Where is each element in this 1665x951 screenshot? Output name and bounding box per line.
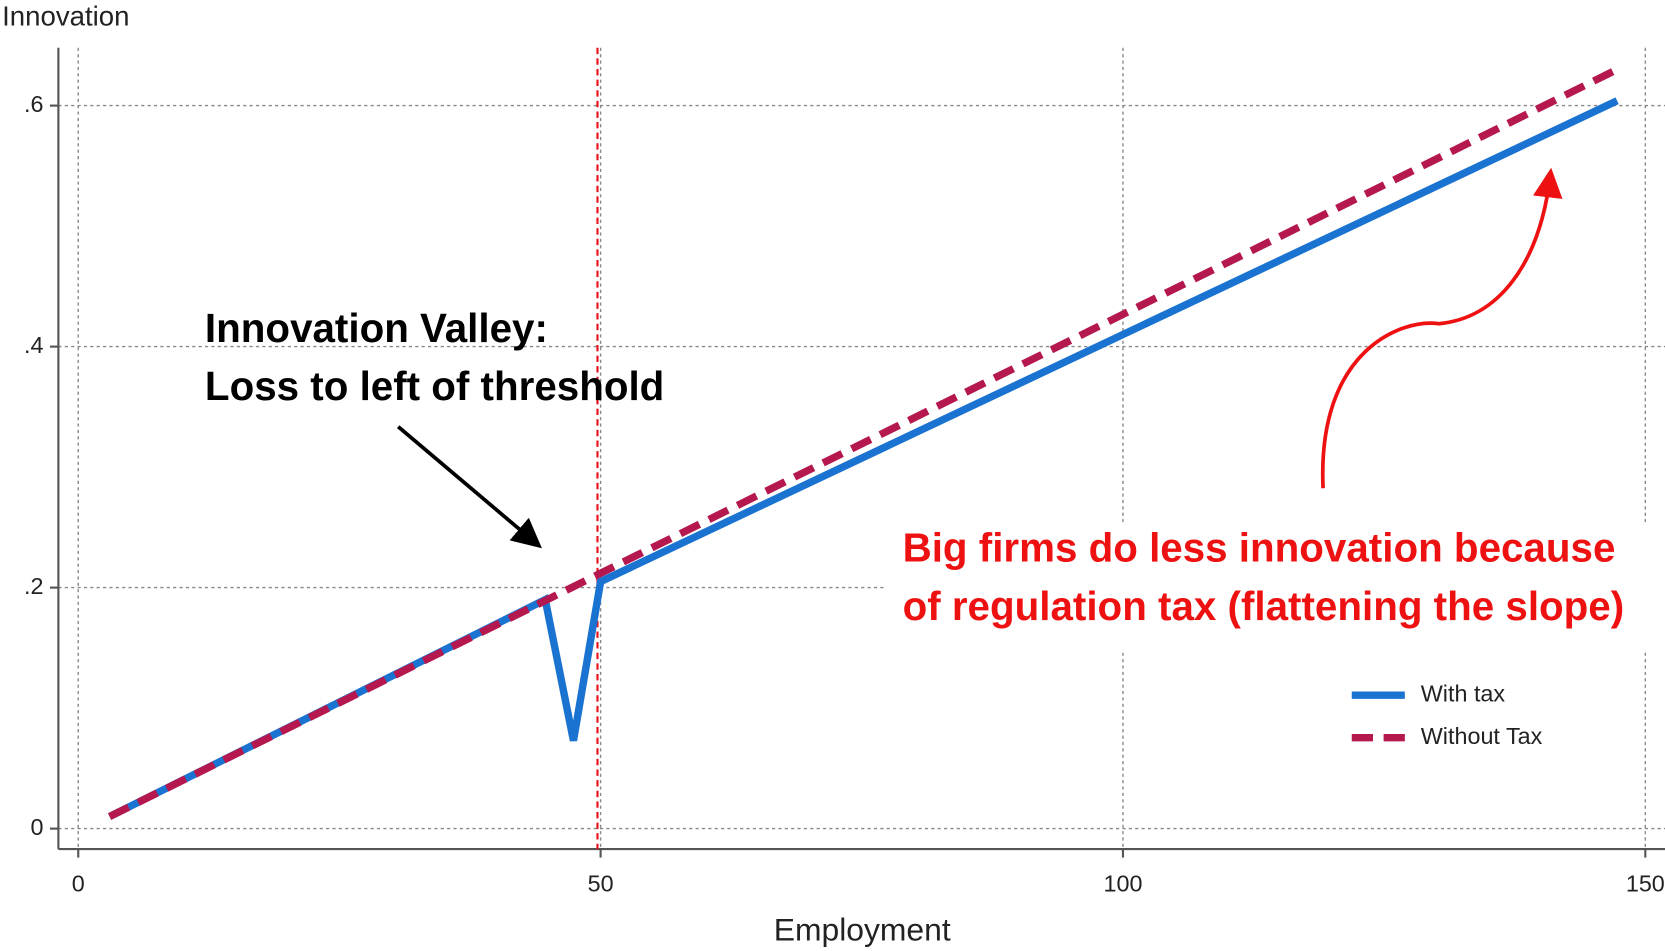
legend-label: With tax bbox=[1421, 680, 1506, 706]
series-line bbox=[107, 97, 1619, 820]
x-tick-label: 0 bbox=[72, 870, 85, 896]
y-tick-label: .2 bbox=[24, 573, 43, 599]
series-line bbox=[107, 66, 1619, 820]
y-axis-label: Innovation bbox=[2, 0, 129, 31]
x-axis-label: Employment bbox=[774, 911, 951, 947]
annotation: Loss to left of threshold bbox=[205, 363, 664, 409]
legend-label: Without Tax bbox=[1421, 723, 1543, 749]
y-tick-label: 0 bbox=[31, 814, 44, 840]
annotation: of regulation tax (flattening the slope) bbox=[903, 583, 1625, 629]
annotation: Innovation Valley: bbox=[205, 305, 548, 351]
y-tick-label: .4 bbox=[24, 332, 43, 358]
annotation: Big firms do less innovation because bbox=[903, 525, 1616, 571]
annotation-arrow bbox=[1321, 167, 1563, 489]
x-tick-label: 150 bbox=[1626, 870, 1665, 896]
x-tick-label: 50 bbox=[588, 870, 614, 896]
x-tick-label: 100 bbox=[1103, 870, 1142, 896]
y-tick-label: .6 bbox=[24, 91, 43, 117]
annotation-background bbox=[883, 522, 1665, 650]
annotation-arrow bbox=[396, 425, 542, 549]
